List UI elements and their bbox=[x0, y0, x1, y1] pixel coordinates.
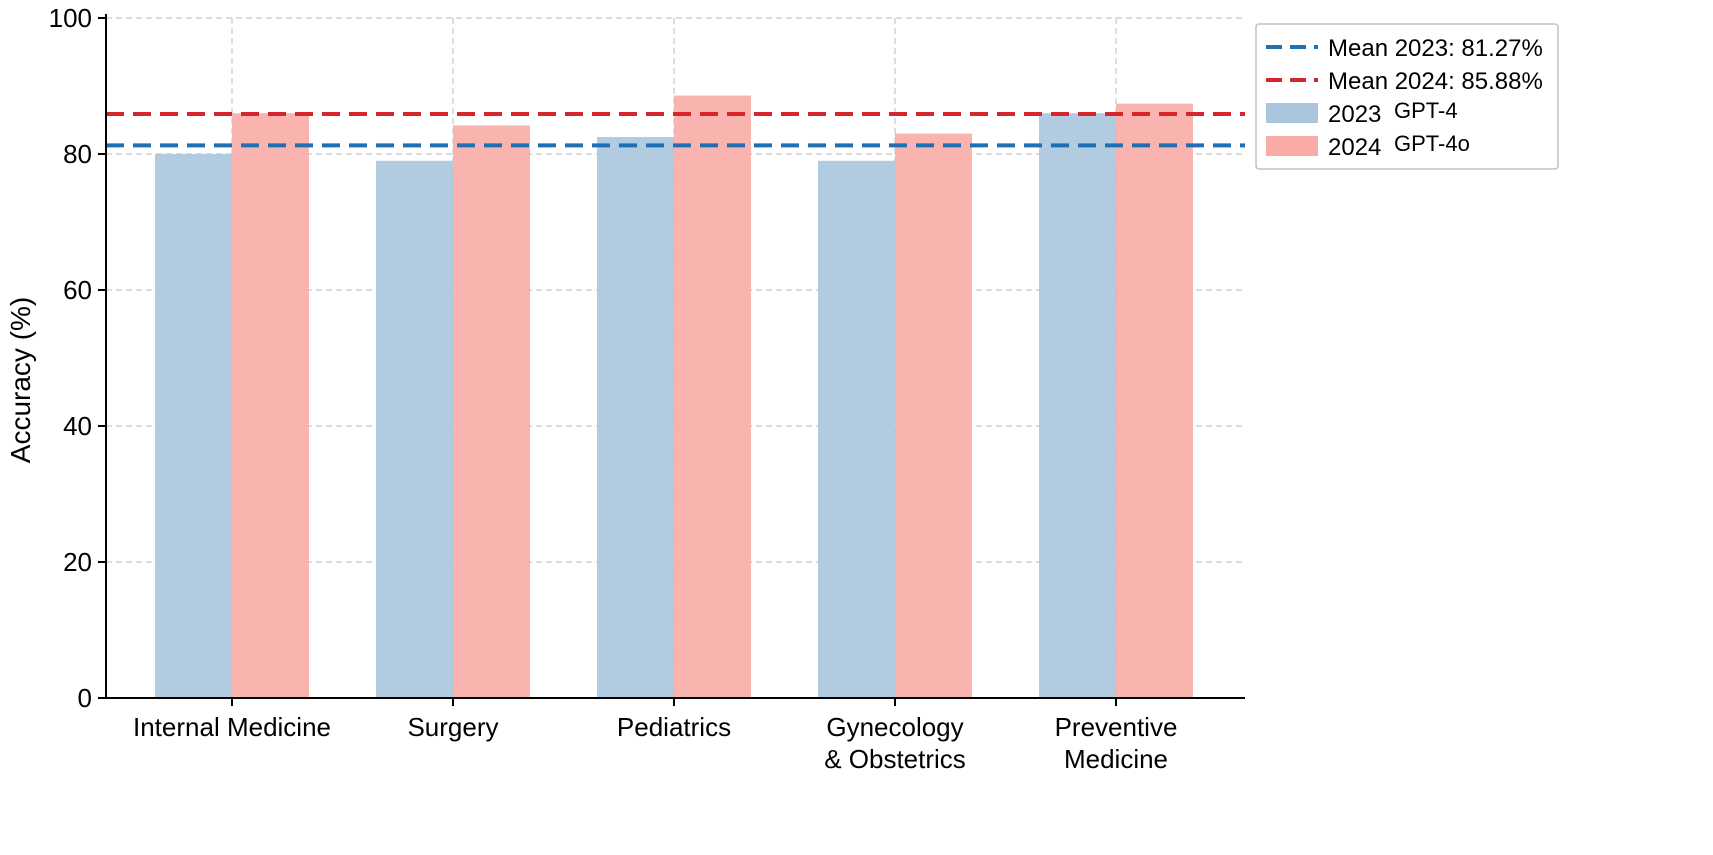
bar-2023-1 bbox=[376, 160, 453, 699]
bar-2023-4 bbox=[1039, 113, 1116, 698]
y-axis-label: Accuracy (%) bbox=[5, 297, 36, 463]
legend-label-model-2023: GPT-4 bbox=[1394, 98, 1458, 123]
y-tick-label: 60 bbox=[63, 275, 92, 305]
bars bbox=[155, 95, 1193, 699]
bar-2024-2 bbox=[674, 95, 751, 698]
legend-box bbox=[1255, 23, 1559, 170]
bar-2024-0 bbox=[232, 113, 309, 698]
legend-swatch-2023 bbox=[1266, 103, 1318, 123]
bar-2024-1 bbox=[453, 125, 530, 698]
x-tick-label: & Obstetrics bbox=[824, 744, 966, 774]
y-tick-label: 40 bbox=[63, 411, 92, 441]
bar-2024-4 bbox=[1116, 103, 1193, 699]
legend-label-year-2023: 2023 bbox=[1328, 101, 1381, 128]
legend-label-model-2024: GPT-4o bbox=[1394, 131, 1470, 156]
legend-label-mean-1: Mean 2024: 85.88% bbox=[1328, 68, 1543, 95]
x-tick-label: Internal Medicine bbox=[133, 712, 331, 742]
mean-lines bbox=[106, 112, 1245, 148]
y-tick-label: 20 bbox=[63, 547, 92, 577]
y-tick-label: 0 bbox=[78, 683, 92, 713]
legend: Mean 2023: 81.27% Mean 2024: 85.88% 2023 GP… bbox=[1255, 23, 1559, 170]
x-tick-label: Pediatrics bbox=[617, 712, 731, 742]
y-tick-label: 100 bbox=[49, 3, 92, 33]
tick-labels: 0 20 40 60 80 100 Internal Medicine Surgery Pedi… bbox=[49, 3, 1178, 774]
legend-label-mean-0: Mean 2023: 81.27% bbox=[1328, 35, 1543, 62]
axes bbox=[98, 14, 1245, 706]
legend-label-year-2024: 2024 bbox=[1328, 134, 1381, 161]
bar-2024-3 bbox=[895, 133, 972, 699]
x-tick-label: Preventive bbox=[1055, 712, 1178, 742]
bar-2023-3 bbox=[818, 160, 895, 699]
legend-swatch-2024 bbox=[1266, 136, 1318, 156]
x-tick-label: Surgery bbox=[407, 712, 498, 742]
bar-2023-2 bbox=[597, 137, 674, 698]
bar-2023-0 bbox=[155, 154, 232, 698]
x-tick-label: Gynecology bbox=[826, 712, 963, 742]
y-tick-label: 80 bbox=[63, 139, 92, 169]
x-tick-label: Medicine bbox=[1064, 744, 1168, 774]
